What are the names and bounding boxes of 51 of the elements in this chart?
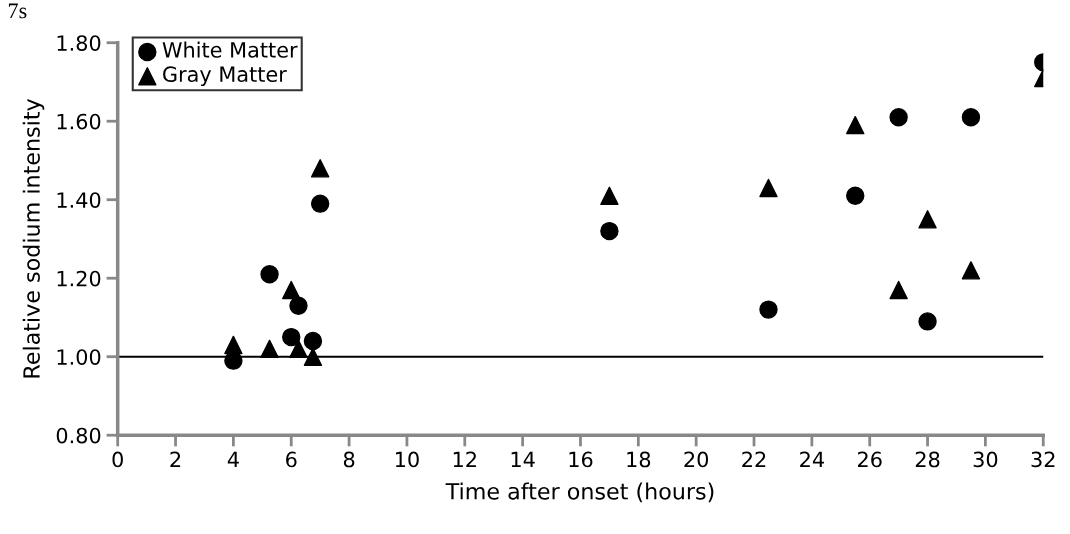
x-tick-label: 32 — [1031, 451, 1055, 468]
point — [260, 265, 279, 284]
x-tick-label: 30 — [973, 451, 998, 468]
point — [260, 339, 279, 359]
point — [303, 347, 323, 366]
x-tick-label: 0 — [112, 451, 123, 468]
point — [961, 261, 981, 280]
x-tick-label: 8 — [343, 451, 355, 468]
legend-label: Gray Matter — [163, 66, 287, 87]
point — [846, 186, 865, 205]
x-tick-label: 26 — [857, 451, 882, 468]
point — [310, 159, 330, 178]
point — [918, 312, 937, 331]
x-tick-label: 18 — [627, 451, 651, 468]
point — [889, 108, 908, 127]
point — [303, 331, 323, 351]
x-tick-label: 24 — [800, 451, 824, 468]
point — [961, 108, 981, 127]
point — [310, 194, 330, 213]
x-tick-label: 12 — [453, 451, 476, 468]
y-tick-label: 1.20 — [57, 270, 101, 287]
point — [918, 210, 937, 229]
x-tick-label: 2 — [170, 451, 181, 468]
y-axis-title: Relative sodium intensity — [22, 98, 45, 378]
point — [289, 296, 308, 315]
y-tick-label: 1.00 — [57, 349, 101, 365]
point — [759, 300, 778, 319]
x-tick-label: 20 — [684, 451, 709, 468]
x-tick-label: 10 — [395, 451, 419, 468]
x-tick-label: 22 — [742, 451, 766, 468]
point — [846, 115, 865, 135]
point — [759, 178, 778, 198]
x-axis-title: Time after onset (hours) — [445, 482, 714, 503]
point — [289, 339, 308, 359]
point — [224, 335, 243, 355]
x-tick-label: 28 — [915, 451, 940, 468]
text: 7s — [8, 3, 27, 19]
point — [282, 280, 301, 300]
x-tick-label: 16 — [569, 451, 593, 468]
x-tick-label: 14 — [511, 451, 535, 468]
x-tick-label: 6 — [286, 451, 297, 468]
point — [282, 327, 301, 347]
legend-label: White Matter — [162, 41, 298, 58]
y-tick-label: 1.80 — [57, 35, 101, 51]
y-tick-label: 0.80 — [56, 427, 101, 444]
point — [600, 186, 619, 205]
point — [600, 221, 619, 241]
y-tick-label: 1.60 — [57, 113, 101, 130]
x-tick-label: 4 — [227, 451, 239, 468]
y-tick-label: 1.40 — [57, 192, 101, 208]
point — [889, 280, 908, 300]
